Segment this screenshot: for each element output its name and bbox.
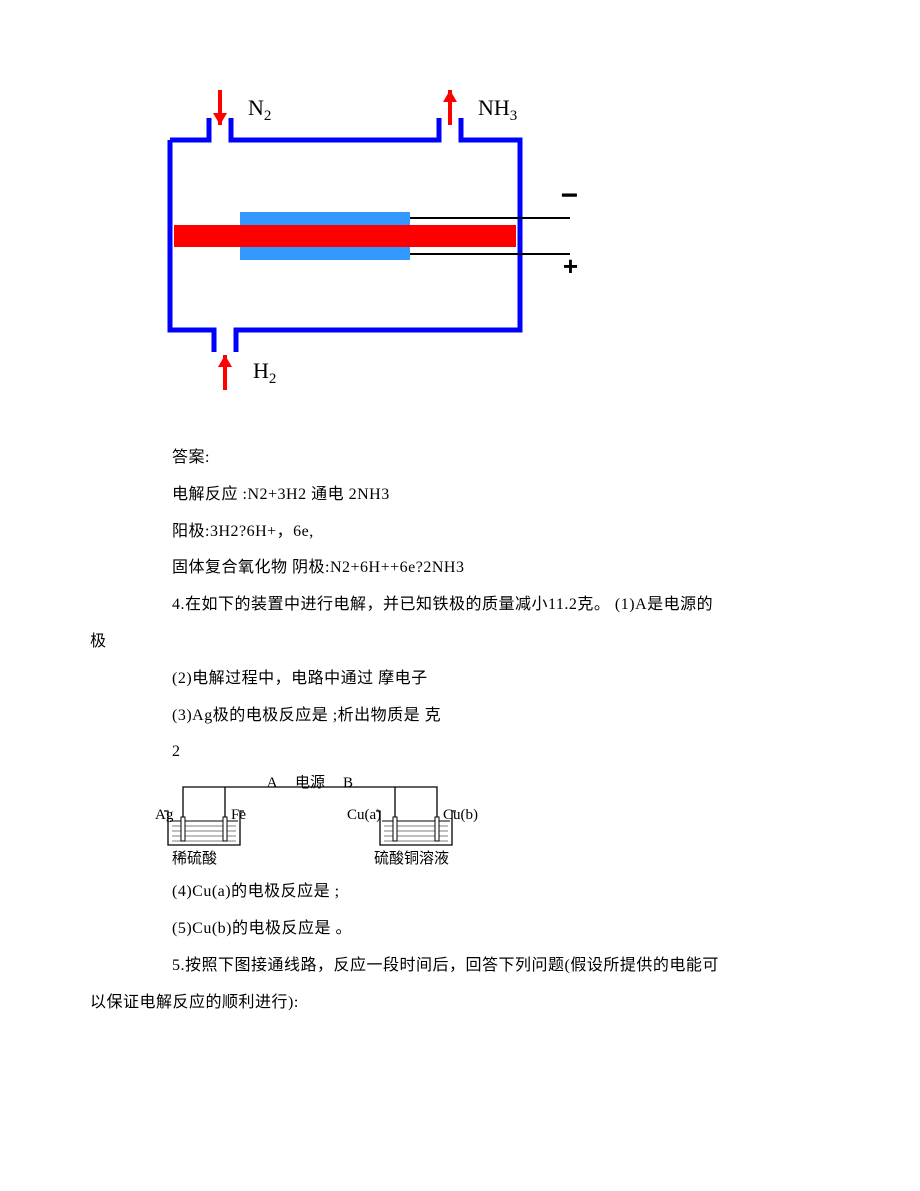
svg-text:电源: 电源 [295,775,325,791]
line-8: 2 [140,734,830,771]
svg-text:−: − [560,179,578,212]
svg-text:Fe: Fe [231,807,246,823]
svg-text:Cu(b): Cu(b) [443,807,478,823]
svg-text:+: + [563,251,578,281]
svg-text:H2: H2 [253,358,276,387]
circuit-diagram: A 电源 B Ag Fe Cu(a) Cu(b) 稀硫酸 硫酸铜溶液 [140,775,540,870]
svg-text:Cu(a): Cu(a) [347,807,381,823]
line-9: (4)Cu(a)的电极反应是 ; [140,874,830,911]
svg-text:B: B [343,775,353,791]
line-3: 阳极:3H2?6H+，6e, [140,514,830,551]
electrolysis-cell-diagram: N2 NH3 H2 − + [140,70,590,410]
answer-text-block: 答案: 电解反应 :N2+3H2 通电 2NH3 阳极:3H2?6H+，6e, … [140,440,830,624]
svg-text:硫酸铜溶液: 硫酸铜溶液 [374,850,449,867]
line-5a: 4.在如下的装置中进行电解，并已知铁极的质量减小11.2克。 (1)A是电源的 [140,587,830,624]
line-11b: 以保证电解反应的顺利进行): [90,985,920,1022]
line-11a: 5.按照下图接通线路，反应一段时间后，回答下列问题(假设所提供的电能可 [140,948,830,985]
svg-text:NH3: NH3 [478,95,517,124]
line-1: 答案: [140,440,830,477]
line-5b: 极 [90,624,920,661]
svg-text:稀硫酸: 稀硫酸 [172,850,217,867]
svg-text:Ag: Ag [155,807,174,823]
line-2: 电解反应 :N2+3H2 通电 2NH3 [140,477,830,514]
svg-text:A: A [267,775,278,791]
line-10: (5)Cu(b)的电极反应是 。 [140,911,830,948]
line-4: 固体复合氧化物 阴极:N2+6H++6e?2NH3 [140,550,830,587]
svg-text:N2: N2 [248,95,271,124]
line-7: (3)Ag极的电极反应是 ;析出物质是 克 [140,698,830,735]
line-6: (2)电解过程中，电路中通过 摩电子 [140,661,830,698]
